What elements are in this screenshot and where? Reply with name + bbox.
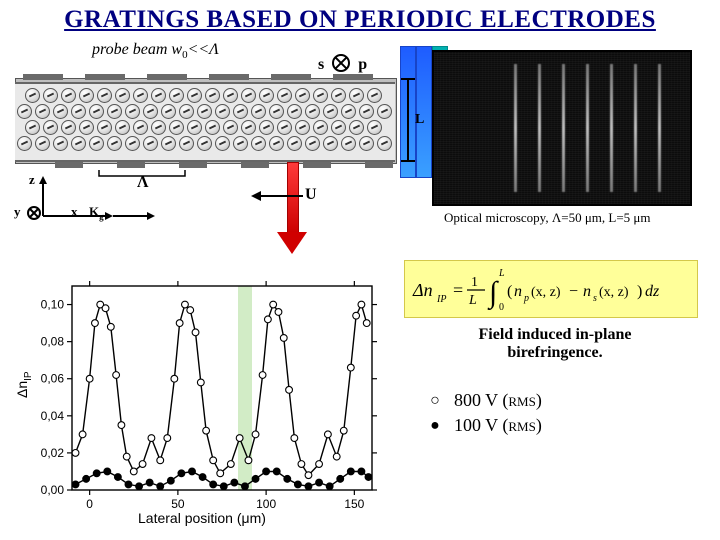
svg-text:150: 150 xyxy=(344,497,364,511)
birefringence-profile-chart: 0,000,020,040,060,080,10050100150 ΔnIP L… xyxy=(18,280,390,524)
open-circle-icon: ○ xyxy=(426,392,444,410)
svg-text:0,08: 0,08 xyxy=(41,335,65,349)
svg-text:0,06: 0,06 xyxy=(41,372,65,386)
svg-text:=: = xyxy=(453,280,463,300)
svg-text:0: 0 xyxy=(86,497,93,511)
microscopy-caption: Optical microscopy, Λ=50 μm, L=5 μm xyxy=(444,210,651,226)
svg-text:(x, z): (x, z) xyxy=(599,285,629,300)
x-axis-label: Lateral position (μm) xyxy=(138,510,266,526)
legend-item-100v: ● 100 V (RMS) xyxy=(426,415,542,436)
svg-text:): ) xyxy=(637,283,642,300)
svg-text:n: n xyxy=(514,283,522,300)
svg-text:0: 0 xyxy=(499,302,504,313)
slide-title: GRATINGS BASED ON PERIODIC ELECTRODES xyxy=(0,6,720,34)
delta-n-formula: Δn IP = 1 L ∫ L 0 ( n p (x, z) − n s (x,… xyxy=(409,264,693,314)
svg-text:dz: dz xyxy=(645,283,660,300)
optical-microscopy-image xyxy=(432,50,692,206)
svg-text:p: p xyxy=(523,293,529,304)
svg-text:(x, z): (x, z) xyxy=(531,285,561,300)
svg-text:(: ( xyxy=(507,283,512,300)
chart-legend: ○ 800 V (RMS) ● 100 V (RMS) xyxy=(426,386,542,440)
svg-text:50: 50 xyxy=(171,497,185,511)
svg-text:0,02: 0,02 xyxy=(41,446,65,460)
svg-text:IP: IP xyxy=(436,294,446,305)
svg-text:0,04: 0,04 xyxy=(41,409,65,423)
svg-text:s: s xyxy=(593,293,597,304)
solid-circle-icon: ● xyxy=(426,417,444,435)
svg-text:−: − xyxy=(569,283,578,300)
probe-beam-caption: probe beam w0<<Λ xyxy=(92,41,219,61)
svg-text:∫: ∫ xyxy=(487,276,499,311)
svg-text:100: 100 xyxy=(256,497,276,511)
svg-text:0,00: 0,00 xyxy=(41,483,65,497)
svg-text:L: L xyxy=(468,293,477,308)
chart-svg: 0,00 0,02 0,04 0,06 0,08 0,10 0 50 100 150 xyxy=(18,280,390,524)
y-axis-label: ΔnIP xyxy=(14,371,34,398)
delta-n-formula-box: Δn IP = 1 L ∫ L 0 ( n p (x, z) − n s (x,… xyxy=(404,260,698,318)
voltage-U-label: U xyxy=(247,184,307,213)
svg-text:Δn: Δn xyxy=(412,280,433,300)
svg-text:L: L xyxy=(498,268,505,279)
legend-item-800v: ○ 800 V (RMS) xyxy=(426,390,542,411)
svg-text:0,10: 0,10 xyxy=(41,298,65,312)
period-lambda-label: Λ xyxy=(97,168,187,195)
svg-text:n: n xyxy=(583,283,591,300)
birefringence-caption: Field induced in-plane birefringence. xyxy=(430,326,680,362)
thickness-L-dimension: L xyxy=(399,78,417,162)
periodic-electrode-diagram: L z y x Kg Λ xyxy=(15,64,395,234)
L-label: L xyxy=(415,112,424,128)
slide-root: GRATINGS BASED ON PERIODIC ELECTRODES pr… xyxy=(0,0,720,540)
svg-text:1: 1 xyxy=(471,275,478,290)
